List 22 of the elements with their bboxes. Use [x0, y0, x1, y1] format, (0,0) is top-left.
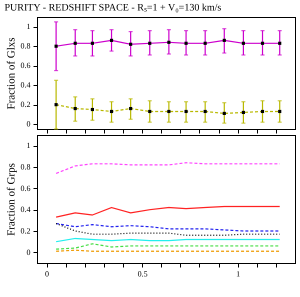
y-tick-label: 0.2	[20, 226, 30, 236]
x-tick-label: 0	[45, 270, 50, 278]
y-tick-label: 0.2	[20, 100, 30, 110]
y-axis-title: Fraction of Grps	[6, 163, 18, 236]
y-tick-label: 0	[26, 248, 30, 257]
y-tick-label: 0.4	[20, 205, 30, 214]
line-series	[56, 222, 280, 236]
y-tick-label: 0.8	[20, 42, 30, 51]
y-axis-title: Fraction of Glxs	[6, 37, 18, 110]
y-tick-label: 0.6	[20, 61, 30, 70]
chart-title: PURITY - REDSHIFT SPACE - Rₛ=1 + V₀=130 km/s	[4, 2, 222, 14]
y-tick-label: 0.4	[20, 80, 30, 90]
y-tick-label: 1	[26, 22, 30, 32]
y-tick-label: 1	[26, 141, 30, 150]
x-tick-label: 1	[236, 270, 240, 278]
y-tick-label: 0.6	[20, 184, 30, 193]
y-tick-label: 0	[26, 120, 30, 129]
line-series	[56, 206, 280, 218]
line-series	[56, 222, 280, 232]
line-series	[56, 162, 280, 174]
x-tick-label: 0.5	[138, 270, 148, 278]
y-tick-label: 0.8	[20, 162, 30, 172]
